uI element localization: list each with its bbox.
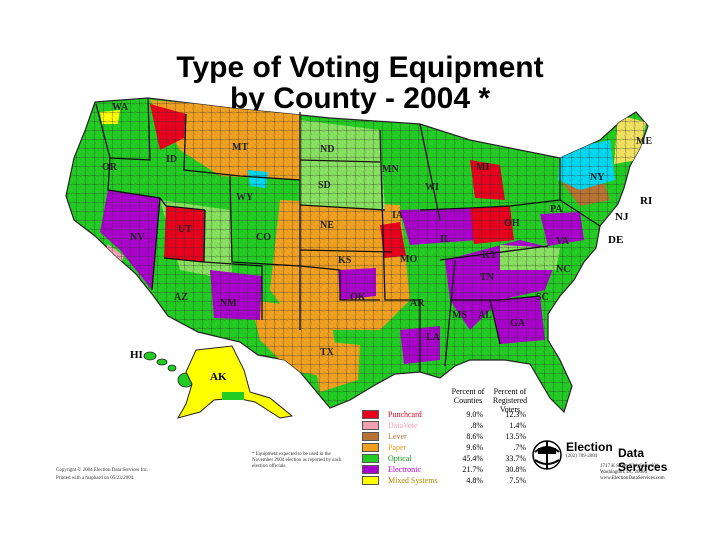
mixed-swatch-icon <box>362 476 379 485</box>
state-label-id: ID <box>166 154 177 165</box>
state-label-la: LA <box>426 332 441 343</box>
state-label-va: VA <box>556 236 570 247</box>
label-hi: HI <box>130 349 143 361</box>
globe-icon <box>532 440 562 470</box>
label-ri: RI <box>640 195 652 207</box>
alaska-shape <box>176 345 294 419</box>
legend-pct-counties-optical: 45.4% <box>462 454 483 463</box>
title-line-2: by County - 2004 * <box>229 82 491 115</box>
legend-row-optical: Optical 45.4% 33.7% <box>362 453 534 464</box>
datavote-swatch-icon <box>362 421 379 430</box>
title-line-1: Type of Voting Equipment <box>176 51 544 84</box>
legend-pct-voters-paper: .7% <box>513 443 526 452</box>
legend-pct-counties-mixed: 4.8% <box>466 476 483 485</box>
logo-tagline: (202) 789-2004 <box>566 454 598 459</box>
election-data-services-logo: Election Data Services (202) 789-2004 17… <box>530 438 680 484</box>
state-label-or: OR <box>102 162 118 173</box>
label-ak: AK <box>210 371 227 383</box>
alaska-green-patch <box>222 392 244 400</box>
state-label-sc: SC <box>536 292 549 303</box>
punchcard-swatch-icon <box>362 410 379 419</box>
state-label-oh: OH <box>504 218 520 229</box>
optical-swatch-icon <box>362 454 379 463</box>
state-label-ga: GA <box>510 318 526 329</box>
state-label-nv: NV <box>130 232 145 243</box>
legend-pct-voters-datavote: 1.4% <box>509 421 526 430</box>
state-label-sd: SD <box>318 180 331 191</box>
map-title: Type of Voting Equipment by County - 200… <box>0 52 720 114</box>
legend-label-optical: Optical <box>388 454 412 463</box>
state-label-wa: WA <box>112 102 129 113</box>
legend-row-datavote: DataVote .8% 1.4% <box>362 420 534 431</box>
paper-swatch-icon <box>362 443 379 452</box>
legend-row-electronic: Electronic 21.7% 30.8% <box>362 464 534 475</box>
state-label-tx: TX <box>320 347 335 358</box>
label-nj: NJ <box>615 211 629 223</box>
legend-label-paper: Paper <box>388 443 407 452</box>
legend-pct-voters-mixed: 7.5% <box>509 476 526 485</box>
legend-row-lever: Lever 8.6% 13.5% <box>362 431 534 442</box>
state-label-ia: IA <box>392 210 404 221</box>
legend-label-punchcard: Punchcard <box>388 410 422 419</box>
state-label-nc: NC <box>556 264 570 275</box>
legend-pct-counties-lever: 8.6% <box>466 432 483 441</box>
logo-word-data-services: Data Services <box>618 446 668 474</box>
copyright-line-1: Copyright © 2004 Election Data Services … <box>56 468 149 473</box>
state-label-wy: WY <box>236 192 254 203</box>
state-borders <box>95 97 601 372</box>
state-labels: WA OR ID MT WY ND SD NE MN WI NV UT CO KS AZ NM OK TX IA IL… <box>102 102 652 358</box>
label-de: DE <box>608 234 623 246</box>
state-label-wi: WI <box>425 182 439 193</box>
state-label-mt: MT <box>232 142 248 153</box>
state-label-me: ME <box>636 136 652 147</box>
state-label-ok: OK <box>350 292 366 303</box>
state-label-ne: NE <box>320 220 334 231</box>
state-label-ny: NY <box>590 172 605 183</box>
legend-label-mixed: Mixed Systems <box>388 476 438 485</box>
legend-label-electronic: Electronic <box>388 465 421 474</box>
legend-footnote: * Equipment expected to be used in the N… <box>252 452 342 469</box>
legend-pct-voters-electronic: 30.8% <box>505 465 526 474</box>
logo-word-election: Election <box>566 440 613 454</box>
logo-address: 1717 K Street NW, Suite 601 Washington, … <box>600 464 665 481</box>
copyright-line-2: Printed with a maphard on 05/23/2004. <box>56 476 135 481</box>
state-label-tn: TN <box>480 272 495 283</box>
hawaii-islands <box>143 351 195 388</box>
legend-pct-counties-datavote: .8% <box>470 421 483 430</box>
state-label-ks: KS <box>338 255 352 266</box>
legend: Percent of Counties Percent of Registere… <box>362 387 532 499</box>
state-label-ar: AR <box>410 298 425 309</box>
legend-row-mixed: Mixed Systems 4.8% 7.5% <box>362 475 534 486</box>
legend-header-voters: Percent of Registered Voters <box>492 387 528 414</box>
state-label-pa: PA <box>550 204 563 215</box>
state-label-co: CO <box>256 232 271 243</box>
legend-row-paper: Paper 9.6% .7% <box>362 442 534 453</box>
lever-swatch-icon <box>362 432 379 441</box>
legend-pct-counties-punchcard: 9.0% <box>466 410 483 419</box>
legend-pct-voters-lever: 13.5% <box>505 432 526 441</box>
state-label-ky: KY <box>482 250 498 261</box>
legend-pct-voters-optical: 33.7% <box>505 454 526 463</box>
state-label-mo: MO <box>400 254 417 265</box>
state-label-al: AL <box>478 310 492 321</box>
legend-label-lever: Lever <box>388 432 407 441</box>
legend-row-punchcard: Punchcard 9.0% 12.3% <box>362 409 534 420</box>
legend-header-counties: Percent of Counties <box>451 387 485 405</box>
legend-label-datavote: DataVote <box>388 421 418 430</box>
state-label-mi: MI <box>476 162 489 173</box>
state-label-il: IL <box>440 234 451 245</box>
state-label-ms: MS <box>452 310 467 321</box>
legend-pct-counties-paper: 9.6% <box>466 443 483 452</box>
legend-pct-voters-punchcard: 12.3% <box>505 410 526 419</box>
state-label-ut: UT <box>178 224 192 235</box>
legend-pct-counties-electronic: 21.7% <box>462 465 483 474</box>
state-label-nm: NM <box>220 298 237 309</box>
state-label-az: AZ <box>174 292 188 303</box>
state-label-mn: MN <box>382 164 399 175</box>
state-label-nd: ND <box>320 144 334 155</box>
electronic-swatch-icon <box>362 465 379 474</box>
